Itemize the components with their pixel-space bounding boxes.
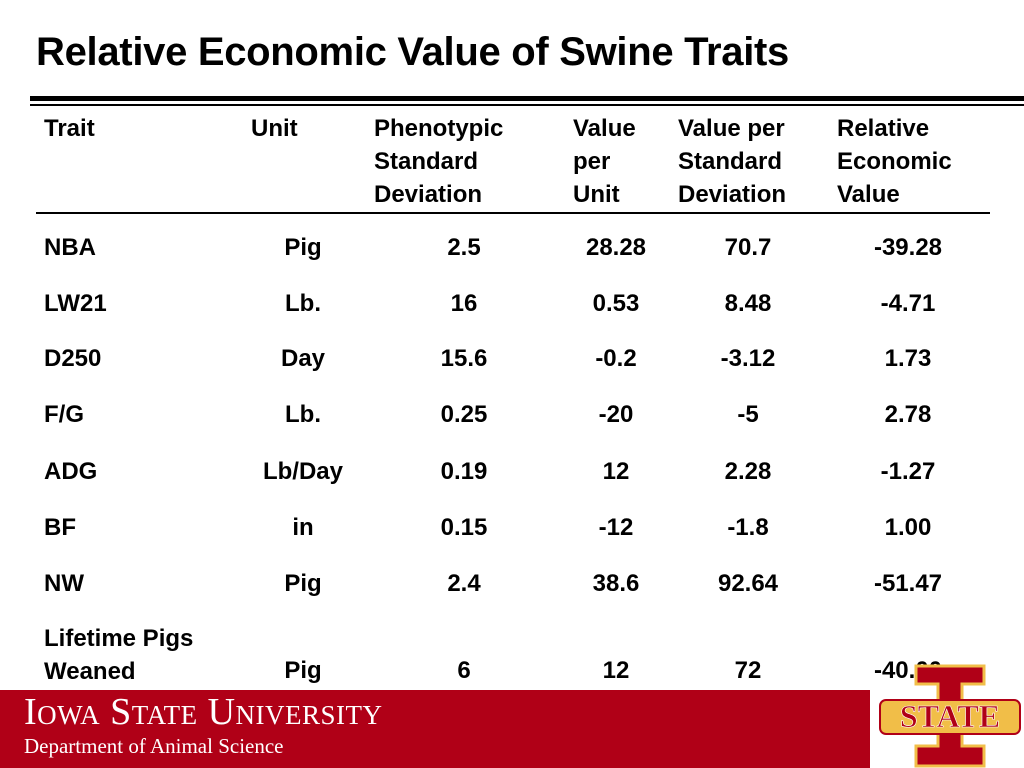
- department-name: Department of Animal Science: [24, 734, 284, 758]
- footer-banner: Iowa State University Department of Anim…: [0, 690, 870, 768]
- cell-phenotypic-sd: 2.5: [447, 234, 481, 261]
- title-divider-thick: [30, 96, 1024, 101]
- cell-phenotypic-sd: 15.6: [440, 345, 488, 372]
- table-row: NW Pig 2.4 38.6 92.64 -51.47: [0, 567, 1024, 607]
- cell-value-per-unit: 12: [602, 657, 630, 684]
- cell-value-per-sd: -1.8: [727, 514, 769, 541]
- cell-value-per-sd: -3.12: [720, 345, 776, 372]
- cell-unit: Lb/Day: [262, 458, 343, 485]
- cell-relative-economic-value: 1.00: [884, 514, 932, 541]
- cell-value-per-sd: 2.28: [724, 458, 772, 485]
- cell-value-per-unit: -20: [598, 401, 634, 428]
- cell-trait: F/G: [44, 401, 84, 428]
- cell-value-per-unit: 38.6: [592, 570, 640, 597]
- cell-relative-economic-value: -1.27: [880, 458, 936, 485]
- isu-logo-icon: STATE: [879, 664, 1021, 768]
- cell-unit: Day: [280, 345, 326, 372]
- cell-unit: Lb.: [285, 401, 321, 428]
- table-row: Lifetime Pigs Weaned Pig 6 12 72 -40.00: [0, 622, 1024, 692]
- header-trait: Trait: [44, 115, 95, 142]
- cell-trait: LW21: [44, 290, 107, 317]
- logo-text: STATE: [900, 698, 1000, 734]
- cell-trait: NW: [44, 570, 84, 597]
- table-row: D250 Day 15.6 -0.2 -3.12 1.73: [0, 342, 1024, 382]
- cell-phenotypic-sd: 0.25: [440, 401, 488, 428]
- title-divider-thin: [30, 104, 1024, 106]
- cell-value-per-sd: 70.7: [724, 234, 772, 261]
- cell-trait: BF: [44, 514, 76, 541]
- table-row: F/G Lb. 0.25 -20 -5 2.78: [0, 398, 1024, 438]
- cell-value-per-sd: 72: [734, 657, 762, 684]
- cell-trait: Lifetime Pigs Weaned: [44, 625, 194, 685]
- header-underline: [36, 212, 990, 214]
- cell-trait: NBA: [44, 234, 96, 261]
- cell-relative-economic-value: 1.73: [884, 345, 932, 372]
- cell-unit: Pig: [284, 657, 322, 684]
- cell-value-per-unit: -0.2: [595, 345, 637, 372]
- cell-value-per-sd: 8.48: [724, 290, 772, 317]
- cell-relative-economic-value: -51.47: [873, 570, 943, 597]
- cell-phenotypic-sd: 16: [450, 290, 478, 317]
- table-row: BF in 0.15 -12 -1.8 1.00: [0, 511, 1024, 551]
- cell-trait: ADG: [44, 458, 98, 485]
- header-relative-economic-value: Relative Economic Value: [837, 115, 952, 208]
- cell-trait: D250: [44, 345, 102, 372]
- slide-title: Relative Economic Value of Swine Traits: [36, 30, 790, 74]
- cell-value-per-sd: -5: [737, 401, 759, 428]
- cell-phenotypic-sd: 0.19: [440, 458, 488, 485]
- table-row: LW21 Lb. 16 0.53 8.48 -4.71: [0, 287, 1024, 327]
- cell-relative-economic-value: 2.78: [884, 401, 932, 428]
- cell-unit: Pig: [284, 234, 322, 261]
- cell-unit: Pig: [284, 570, 322, 597]
- cell-value-per-unit: 12: [602, 458, 630, 485]
- cell-value-per-unit: 0.53: [592, 290, 640, 317]
- header-unit: Unit: [251, 115, 298, 142]
- cell-value-per-unit: 28.28: [585, 234, 647, 261]
- header-phenotypic-sd: Phenotypic Standard Deviation: [374, 115, 504, 208]
- cell-relative-economic-value: -4.71: [880, 290, 936, 317]
- cell-relative-economic-value: -39.28: [873, 234, 943, 261]
- cell-unit: Lb.: [285, 290, 321, 317]
- cell-value-per-sd: 92.64: [717, 570, 779, 597]
- cell-value-per-unit: -12: [598, 514, 634, 541]
- cell-phenotypic-sd: 6: [457, 657, 471, 684]
- table-row: NBA Pig 2.5 28.28 70.7 -39.28: [0, 231, 1024, 271]
- cell-unit: in: [292, 514, 314, 541]
- table-row: ADG Lb/Day 0.19 12 2.28 -1.27: [0, 455, 1024, 495]
- cell-phenotypic-sd: 2.4: [447, 570, 481, 597]
- header-value-per-sd: Value per Standard Deviation: [678, 115, 787, 208]
- university-name: Iowa State University: [24, 691, 383, 733]
- header-value-per-unit: Value per Unit: [573, 115, 636, 208]
- cell-phenotypic-sd: 0.15: [440, 514, 488, 541]
